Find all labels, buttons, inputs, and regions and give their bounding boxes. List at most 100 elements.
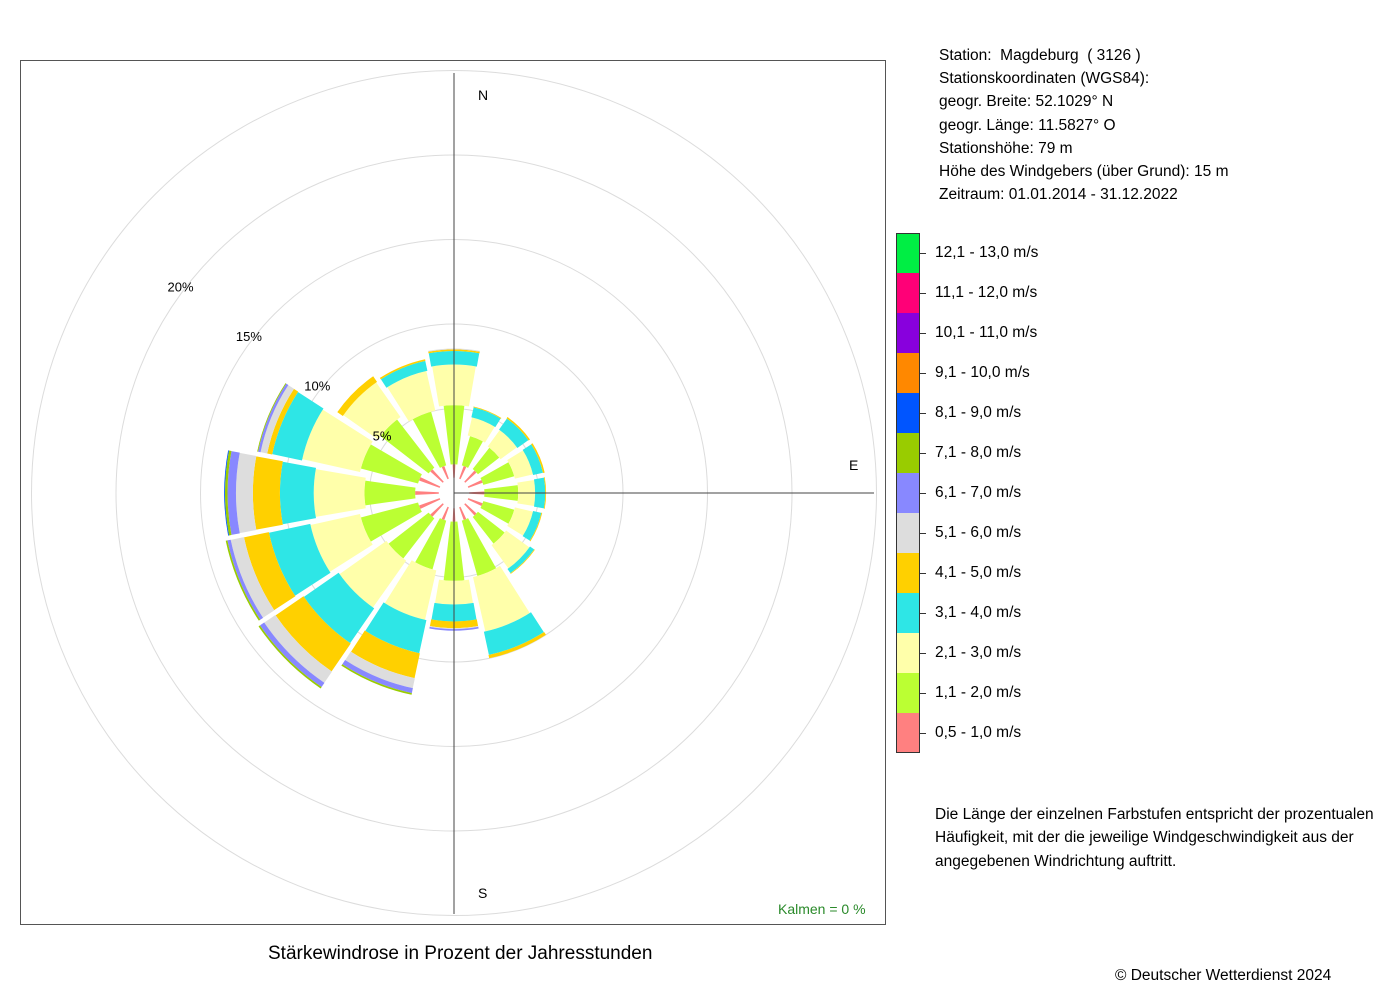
wind-rose-segment bbox=[224, 450, 229, 536]
legend-swatch bbox=[896, 473, 920, 513]
legend-label: 9,1 - 10,0 m/s bbox=[935, 364, 1030, 381]
wind-rose-segment bbox=[379, 359, 426, 380]
station-latitude: geogr. Breite: 52.1029° N bbox=[939, 93, 1114, 111]
station-name: Station: Magdeburg ( 3126 ) bbox=[939, 47, 1141, 64]
wind-rose-segment bbox=[543, 477, 547, 509]
legend-tick bbox=[920, 493, 926, 494]
legend-label: 5,1 - 6,0 m/s bbox=[935, 524, 1022, 541]
legend-tick bbox=[920, 533, 926, 534]
wind-rose-segment bbox=[464, 503, 477, 516]
wind-rose-segment bbox=[529, 512, 543, 542]
wind-rose-segment bbox=[225, 540, 261, 621]
wind-rose-segment bbox=[441, 506, 449, 521]
legend-label: 10,1 - 11,0 m/s bbox=[935, 324, 1038, 341]
legend-swatch bbox=[896, 713, 920, 753]
legend-tick bbox=[920, 333, 926, 334]
compass-label-e: E bbox=[849, 457, 858, 473]
legend-label: 4,1 - 5,0 m/s bbox=[935, 564, 1022, 581]
radial-tick-label: 5% bbox=[373, 428, 392, 443]
wind-rose-segment bbox=[244, 532, 296, 611]
note-line: Die Länge der einzelnen Farbstufen entsp… bbox=[935, 806, 1374, 823]
wind-rose-segment bbox=[472, 511, 505, 544]
wind-rose-segment bbox=[480, 501, 515, 524]
wind-rose-segment bbox=[227, 539, 264, 620]
legend-tick bbox=[920, 453, 926, 454]
explanation-note: Die Länge der einzelnen Farbstufen entsp… bbox=[935, 803, 1395, 873]
legend-label: 3,1 - 4,0 m/s bbox=[935, 604, 1022, 621]
wind-rose-plot-area: N E S 5% 10% 15% 20% Kalmen = 0 % bbox=[20, 60, 886, 925]
copyright: © Deutscher Wetterdienst 2024 bbox=[1115, 967, 1332, 984]
wind-rose-segment bbox=[459, 506, 467, 521]
time-period: Zeitraum: 01.01.2014 - 31.12.2022 bbox=[939, 186, 1178, 204]
legend-label: 2,1 - 3,0 m/s bbox=[935, 644, 1022, 661]
legend-tick bbox=[920, 613, 926, 614]
wind-rose-segment bbox=[230, 537, 275, 618]
wind-rose-segment bbox=[235, 452, 257, 534]
wind-rose-segment bbox=[365, 602, 427, 654]
legend-tick bbox=[920, 253, 926, 254]
wind-rose-segment bbox=[441, 465, 449, 480]
wind-rose-segment bbox=[337, 376, 378, 417]
wind-rose-segment bbox=[267, 388, 299, 455]
wind-rose-segment bbox=[429, 626, 479, 631]
wind-rose-segment bbox=[429, 626, 479, 630]
legend-swatch bbox=[896, 673, 920, 713]
wind-rose-segment bbox=[275, 596, 351, 672]
legend-label: 7,1 - 8,0 m/s bbox=[935, 444, 1022, 461]
wind-rose-segment bbox=[472, 447, 500, 475]
chart-labels: N E S 5% 10% 15% 20% Kalmen = 0 % bbox=[168, 87, 866, 917]
wind-rose-segment bbox=[507, 546, 535, 574]
wind-rose-segment bbox=[259, 622, 325, 688]
wind-rose-segment bbox=[415, 491, 439, 495]
anemometer-height: Höhe des Windgebers (über Grund): 15 m bbox=[939, 163, 1229, 181]
wind-rose-segment bbox=[499, 418, 529, 448]
chart-title: Stärkewindrose in Prozent der Jahresstun… bbox=[268, 943, 653, 964]
legend-swatch bbox=[896, 433, 920, 473]
legend-swatch bbox=[896, 393, 920, 433]
wind-rose-segment bbox=[419, 477, 441, 488]
wind-rose-segment bbox=[360, 502, 422, 542]
legend-label: 6,1 - 7,0 m/s bbox=[935, 484, 1022, 501]
wind-rose-segment bbox=[510, 549, 535, 574]
legend-label: 11,1 - 12,0 m/s bbox=[935, 284, 1038, 301]
compass-axes bbox=[453, 73, 874, 914]
legend-tick bbox=[920, 733, 926, 734]
calm-label: Kalmen = 0 % bbox=[778, 901, 866, 917]
wind-rose-segment bbox=[461, 436, 483, 468]
legend-swatch bbox=[896, 233, 920, 273]
wind-rose-segment bbox=[507, 450, 533, 479]
legend-swatch bbox=[896, 353, 920, 393]
legend-swatch bbox=[896, 513, 920, 553]
wind-rose-segment bbox=[522, 511, 542, 541]
wind-rose-segment bbox=[471, 407, 501, 428]
legend-swatch bbox=[896, 553, 920, 593]
wind-rose-segment bbox=[430, 503, 444, 517]
wind-rose-segment bbox=[483, 612, 544, 655]
station-coordinates-heading: Stationskoordinaten (WGS84): bbox=[939, 70, 1150, 88]
wind-rose-segment bbox=[341, 664, 412, 695]
legend-tick bbox=[920, 373, 926, 374]
wind-rose-segment bbox=[473, 565, 530, 632]
wind-rose-segment bbox=[419, 498, 441, 509]
wind-rose-segment bbox=[302, 409, 373, 473]
wind-rose-segment bbox=[488, 631, 546, 659]
legend-tick bbox=[920, 573, 926, 574]
grid-circle bbox=[31, 70, 877, 916]
wind-rose-segment bbox=[506, 417, 530, 441]
wind-rose-segment bbox=[464, 470, 477, 483]
legend-label: 12,1 - 13,0 m/s bbox=[935, 244, 1039, 261]
wind-rose-segment bbox=[531, 443, 545, 473]
wind-rose-segment bbox=[268, 523, 331, 596]
legend-swatch bbox=[896, 593, 920, 633]
wind-rose-segment bbox=[491, 530, 530, 569]
compass-label-s: S bbox=[478, 885, 487, 901]
radial-tick-label: 15% bbox=[236, 329, 262, 344]
wind-rose-segment bbox=[258, 383, 289, 453]
wind-rose-segment bbox=[272, 391, 324, 461]
wind-rose-segment bbox=[345, 651, 415, 689]
wind-rose-segment bbox=[252, 456, 283, 530]
wind-rose-segment bbox=[342, 660, 413, 694]
wind-rose-segment bbox=[459, 465, 467, 480]
wind-rose-segment bbox=[380, 419, 435, 474]
wind-rose-segment bbox=[310, 513, 373, 572]
